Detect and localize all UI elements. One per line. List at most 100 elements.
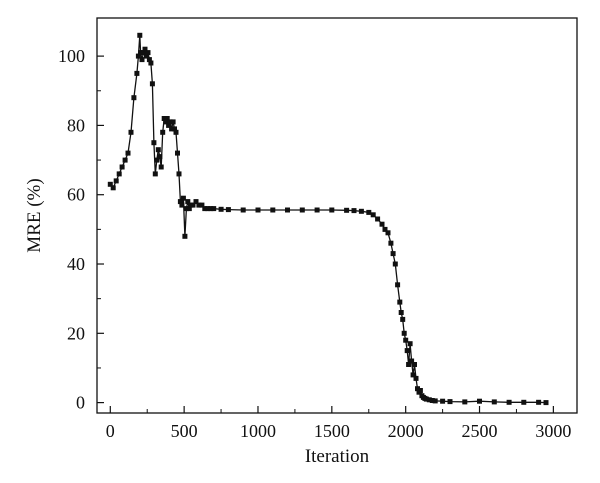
x-tick-label: 500 [171,421,198,441]
data-point-marker [462,399,468,405]
data-point-marker [172,126,177,132]
data-point-marker [413,375,419,381]
data-point-marker [186,206,192,212]
data-point-marker [401,330,407,336]
x-tick-label: 2000 [388,421,424,441]
data-point-marker [379,221,385,227]
y-tick-label: 20 [67,323,85,343]
data-point-marker [358,208,364,214]
x-tick-label: 1500 [314,421,350,441]
data-point-marker [122,157,128,163]
data-point-marker [128,129,134,135]
data-point-marker [382,226,388,232]
data-point-marker [388,240,394,246]
data-point-marker [116,171,122,177]
data-point-marker [255,207,261,213]
data-point-marker [170,119,176,125]
data-point-marker [154,157,160,163]
y-tick-label: 100 [58,46,85,66]
data-point-marker [314,207,320,213]
data-point-marker [125,150,131,156]
data-point-marker [491,399,497,405]
data-point-marker [351,208,357,214]
data-point-marker [397,299,403,305]
data-point-marker [205,206,211,212]
data-point-marker [190,202,196,208]
data-point-marker [107,181,113,187]
y-tick-label: 80 [67,115,85,135]
data-point-marker [158,164,164,170]
x-tick-label: 3000 [535,421,571,441]
data-point-marker [157,154,163,160]
data-point-marker [392,261,398,267]
series-line [109,34,547,404]
data-point-marker [543,400,549,406]
data-point-marker [155,147,161,153]
data-point-marker [169,126,175,132]
data-point-marker [113,178,119,184]
data-point-marker [167,119,173,125]
data-point-marker [409,358,415,364]
data-point-marker [506,399,512,405]
data-point-marker [208,206,214,212]
data-point-marker [400,316,406,322]
data-point-marker [152,171,158,177]
data-point-marker [164,116,170,121]
data-point-marker [151,140,157,146]
data-point-marker [403,337,409,343]
data-point-marker [329,207,335,213]
data-point-marker [149,81,155,87]
data-point-marker [240,207,246,213]
x-tick-label: 2500 [462,421,498,441]
data-point-marker [218,206,224,212]
y-axis-label: MRE (%) [24,178,45,252]
data-point-marker [166,122,172,128]
data-point-marker [406,362,412,367]
data-point-marker [410,372,416,378]
data-point-marker [370,212,376,218]
data-point-marker [177,199,183,205]
data-point-marker [139,57,145,63]
x-axis-label: Iteration [305,446,370,467]
data-point-marker [398,310,404,315]
data-point-marker [423,396,429,402]
x-tick-label: 1000 [240,421,276,441]
series-mre [107,32,549,406]
data-point-marker [285,207,290,213]
axis-ticks: 0 500 1000 1500 2000 2500 3000 0 20 40 60 80 100 [58,46,571,441]
data-point-marker [144,53,149,59]
data-point-marker [417,388,423,393]
data-point-marker [395,282,401,288]
data-point-marker [390,251,396,257]
data-point-marker [110,185,116,191]
data-point-marker [344,207,350,213]
y-tick-label: 60 [67,185,85,205]
data-point-marker [137,32,143,38]
data-point-marker [447,399,453,405]
data-point-marker [477,398,482,404]
plot-area-border [96,17,578,414]
data-point-marker [146,57,152,63]
data-point-marker [404,348,410,354]
data-point-marker [182,233,188,239]
data-point-marker [134,70,140,76]
x-tick-label: 0 [106,421,115,441]
data-point-marker [196,202,202,208]
data-point-marker [145,50,151,56]
y-tick-label: 0 [76,393,85,413]
data-point-marker [429,398,435,403]
data-point-marker [193,199,199,205]
data-point-marker [536,399,542,405]
data-point-marker [415,386,420,392]
data-point-marker [440,398,446,404]
data-point-marker [385,230,391,236]
data-point-marker [163,119,169,125]
data-point-marker [142,46,148,52]
data-point-marker [199,202,205,208]
data-point-marker [183,206,189,212]
data-point-marker [521,399,527,405]
data-point-marker [412,362,417,367]
data-point-marker [141,50,146,56]
plot-frame [96,17,578,414]
data-point-marker [225,207,231,213]
